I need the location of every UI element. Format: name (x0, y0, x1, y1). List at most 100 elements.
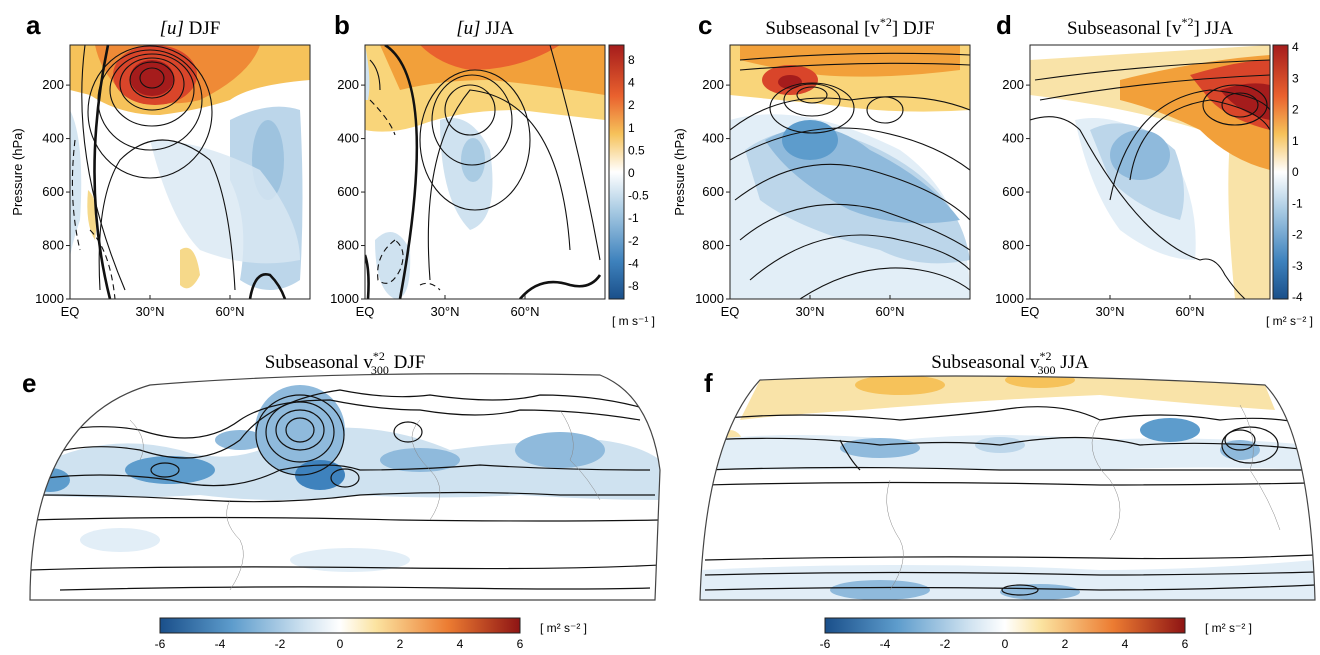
colorbar-tick-label: -6 (820, 637, 831, 651)
colorbar-tick-label: 1 (1292, 134, 1299, 148)
colorbar-tick-label: -2 (1292, 228, 1303, 242)
colorbar-tick-label: 8 (628, 53, 635, 67)
colorbar-f-bar (824, 617, 1186, 634)
colorbar-tick-label: 4 (457, 637, 464, 651)
panel-c-ylabel: Pressure (hPa) (672, 128, 687, 215)
colorbar-tick-label: 3 (1292, 71, 1299, 85)
panel-d-letter: d (996, 10, 1012, 40)
x-tick-label: EQ (1021, 304, 1040, 319)
y-tick-label: 600 (337, 184, 359, 199)
panel-f-letter: f (704, 368, 713, 398)
colorbar-tick-label: 2 (628, 98, 635, 112)
colorbar-tick-label: -4 (880, 637, 891, 651)
panel-d-title: Subseasonal [v*2] JJA (1067, 15, 1233, 39)
panel-c-y-ticks: 200 400 600 800 1000 (695, 77, 730, 306)
colorbar-tick-label: 2 (397, 637, 404, 651)
y-tick-label: 400 (1002, 131, 1024, 146)
y-tick-label: 1000 (35, 291, 64, 306)
panel-a-y-ticks: 200 400 600 800 1000 (35, 77, 70, 306)
x-tick-label: 30°N (795, 304, 824, 319)
colorbar-tick-label: 0 (1292, 165, 1299, 179)
colorbar-tick-label: 0 (1002, 637, 1009, 651)
colorbar-tick-label: 1 (628, 121, 635, 135)
y-tick-label: 600 (702, 184, 724, 199)
y-tick-label: 1000 (695, 291, 724, 306)
panel-a-ylabel: Pressure (hPa) (10, 128, 25, 215)
colorbar-ms: 8 4 2 1 0.5 0 -0.5 -1 -2 -4 -8 [ m s⁻¹ ] (608, 44, 655, 328)
panel-a-x-ticks: EQ 30°N 60°N (61, 295, 245, 319)
colorbar-tick-label: 0 (628, 166, 635, 180)
colorbar-tick-label: -3 (1292, 259, 1303, 273)
colorbar-ms-ticks: 8 4 2 1 0.5 0 -0.5 -1 -2 -4 -8 (628, 53, 649, 293)
colorbar-e: -6 -4 -2 0 2 4 6 [ m² s⁻² ] (155, 617, 587, 651)
panel-d-y-ticks: 200 400 600 800 1000 (995, 77, 1030, 306)
panel-b-title: [u] JJA (456, 18, 514, 39)
colorbar-tick-label: -4 (215, 637, 226, 651)
panel-d-x-ticks: EQ 30°N 60°N (1021, 295, 1205, 319)
y-tick-label: 1000 (330, 291, 359, 306)
colorbar-tick-label: 4 (1122, 637, 1129, 651)
y-tick-label: 1000 (995, 291, 1024, 306)
colorbar-f-unit: [ m² s⁻² ] (1205, 621, 1252, 635)
x-tick-label: 30°N (1095, 304, 1124, 319)
colorbar-tick-label: -8 (628, 279, 639, 293)
panel-b-x-ticks: EQ 30°N 60°N (356, 295, 540, 319)
colorbar-tick-label: -4 (1292, 290, 1303, 304)
panel-f-outline (699, 375, 1316, 601)
panel-a-letter: a (26, 10, 41, 40)
y-tick-label: 600 (42, 184, 64, 199)
colorbar-tick-label: 2 (1292, 103, 1299, 117)
y-tick-label: 600 (1002, 184, 1024, 199)
panel-b-y-ticks: 200 400 600 800 1000 (330, 77, 365, 306)
x-tick-label: EQ (356, 304, 375, 319)
panel-c-x-ticks: EQ 30°N 60°N (721, 295, 905, 319)
panel-c-title: Subseasonal [v*2] DJF (765, 15, 934, 39)
y-tick-label: 400 (42, 131, 64, 146)
panel-e-letter: e (22, 368, 36, 398)
x-tick-label: 60°N (875, 304, 904, 319)
x-tick-label: 60°N (215, 304, 244, 319)
panel-e-map (30, 373, 660, 600)
panel-c-field (730, 45, 970, 299)
colorbar-ms-bar (608, 44, 625, 300)
colorbar-tick-label: 0.5 (628, 143, 645, 157)
y-tick-label: 200 (42, 77, 64, 92)
x-tick-label: 60°N (1175, 304, 1204, 319)
colorbar-e-unit: [ m² s⁻² ] (540, 621, 587, 635)
colorbar-tick-label: -1 (628, 211, 639, 225)
y-tick-label: 200 (1002, 77, 1024, 92)
panel-a-field (70, 45, 310, 299)
colorbar-tick-label: -4 (628, 256, 639, 270)
y-tick-label: 200 (337, 77, 359, 92)
panel-a: a [u] DJF Pressure (hPa) 200 400 600 800 100… (10, 10, 311, 319)
colorbar-tick-label: 4 (628, 76, 635, 90)
panel-c: c Subseasonal [v*2] DJF Pressure (hPa) 2… (672, 10, 971, 319)
colorbar-tick-label: -2 (275, 637, 286, 651)
colorbar-ms-unit: [ m s⁻¹ ] (612, 314, 655, 328)
panel-b: b [u] JJA 200 400 600 800 1000 EQ 30°N 60°N 8 4… (330, 10, 655, 328)
x-tick-label: EQ (61, 304, 80, 319)
y-tick-label: 400 (702, 131, 724, 146)
y-tick-label: 200 (702, 77, 724, 92)
colorbar-m2s2-vert-bar (1272, 44, 1289, 300)
panel-c-letter: c (698, 10, 712, 40)
colorbar-f: -6 -4 -2 0 2 4 6 [ m² s⁻² ] (820, 617, 1252, 651)
y-tick-label: 800 (337, 238, 359, 253)
colorbar-tick-label: -6 (155, 637, 166, 651)
x-tick-label: 60°N (510, 304, 539, 319)
x-tick-label: 30°N (135, 304, 164, 319)
colorbar-m2s2-vert-ticks: 4 3 2 1 0 -1 -2 -3 -4 (1292, 40, 1303, 304)
colorbar-tick-label: -0.5 (628, 189, 649, 203)
colorbar-tick-label: -2 (628, 234, 639, 248)
panel-e-outline (29, 373, 661, 601)
colorbar-f-ticks: -6 -4 -2 0 2 4 6 (820, 637, 1189, 651)
colorbar-m2s2-vert: 4 3 2 1 0 -1 -2 -3 -4 [ m² s⁻² ] (1266, 40, 1313, 328)
x-tick-label: 30°N (430, 304, 459, 319)
colorbar-tick-label: 4 (1292, 40, 1299, 54)
y-tick-label: 800 (42, 238, 64, 253)
y-tick-label: 400 (337, 131, 359, 146)
panel-a-title: [u] DJF (160, 18, 221, 39)
colorbar-e-ticks: -6 -4 -2 0 2 4 6 (155, 637, 524, 651)
panel-e: e Subseasonal v*2 300 DJF -6 -4 -2 0 2 4 6 [ m²… (22, 349, 661, 651)
colorbar-tick-label: -1 (1292, 196, 1303, 210)
